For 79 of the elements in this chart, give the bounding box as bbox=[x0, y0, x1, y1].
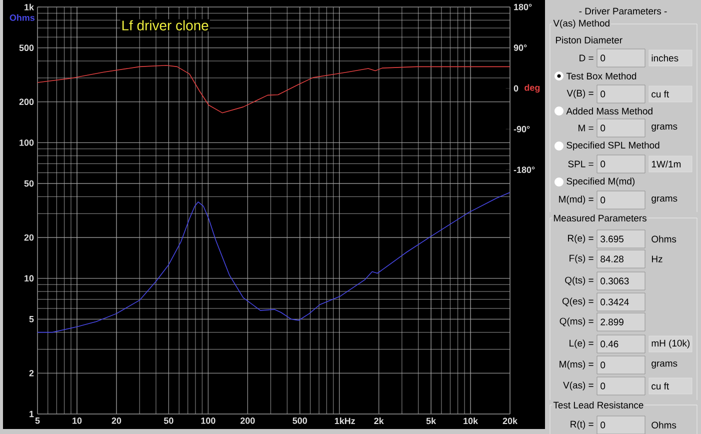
text: Added Mass Method bbox=[566, 108, 652, 114]
y-tick-label: 20 bbox=[24, 234, 34, 241]
x-tick-label: 500 bbox=[292, 418, 307, 424]
y2-tick-label: 180° bbox=[514, 4, 532, 10]
text: Test Lead Resistance bbox=[553, 402, 644, 408]
text: Specified SPL Method bbox=[566, 142, 660, 150]
text: 0 bbox=[600, 90, 606, 98]
y2-tick-label: -180° bbox=[514, 166, 535, 173]
text: 0.46 bbox=[600, 340, 618, 348]
text: 2.899 bbox=[600, 318, 624, 326]
text: Piston Diameter bbox=[556, 36, 622, 44]
text: grams bbox=[652, 124, 678, 132]
text: cu ft bbox=[652, 382, 670, 390]
x-tick-label: 20k bbox=[502, 418, 518, 424]
x-tick-label: 100 bbox=[201, 418, 216, 424]
text: Ohms bbox=[652, 236, 676, 242]
text: F(s) = bbox=[570, 254, 594, 264]
text: R(t) = bbox=[570, 420, 594, 430]
text: 0 bbox=[600, 362, 606, 368]
text: 0.3063 bbox=[600, 278, 629, 284]
y-tick-label: 200 bbox=[19, 98, 34, 106]
y-tick-label: 500 bbox=[19, 44, 34, 52]
text: 1W/1m bbox=[652, 160, 681, 168]
text: 0 bbox=[600, 160, 606, 168]
text: mH (10k) bbox=[652, 340, 690, 348]
text: M(ms) = bbox=[560, 360, 594, 370]
text: V(as) Method bbox=[553, 20, 610, 28]
y2-axis-title: deg bbox=[524, 84, 540, 93]
y-tick-label: 1 bbox=[30, 410, 34, 418]
text: M = bbox=[578, 124, 594, 132]
x-tick-label: 200 bbox=[240, 418, 255, 424]
y2-tick-label: 90° bbox=[514, 44, 527, 51]
text: - Driver Parameters - bbox=[579, 8, 667, 14]
text: cu ft bbox=[652, 90, 670, 98]
text: Measured Parameters bbox=[554, 214, 646, 222]
text: Specified M(md) bbox=[566, 178, 634, 186]
text: L(e) = bbox=[570, 340, 594, 348]
text: 0.3424 bbox=[600, 298, 629, 306]
x-tick-label: 50 bbox=[164, 418, 174, 424]
y2-tick-label: -90° bbox=[514, 126, 530, 132]
text: SPL = bbox=[568, 160, 594, 168]
text: 84.28 bbox=[600, 256, 624, 262]
y-tick-label: 2 bbox=[29, 370, 34, 376]
x-tick-label: 5 bbox=[35, 418, 40, 424]
text: D = bbox=[580, 54, 594, 62]
x-tick-label: 10 bbox=[72, 418, 82, 424]
x-tick-label: 10k bbox=[464, 418, 478, 424]
y-tick-label: 1k bbox=[24, 4, 34, 10]
text: R(e) = bbox=[568, 234, 594, 244]
y-tick-label: 10 bbox=[24, 275, 34, 282]
text: Test Box Method bbox=[566, 72, 636, 80]
y-tick-label: 100 bbox=[20, 139, 34, 146]
x-tick-label: 1k bbox=[334, 418, 344, 424]
text: grams bbox=[652, 361, 678, 369]
y2-tick-label: 0 bbox=[514, 85, 518, 92]
text: Q(ts) = bbox=[565, 276, 594, 286]
x-axis-title: Hz bbox=[344, 418, 355, 424]
y-tick-label: 50 bbox=[24, 180, 34, 187]
text: 0 bbox=[600, 124, 606, 132]
text: 0 bbox=[600, 382, 606, 390]
y-tick-label: 5 bbox=[29, 316, 34, 322]
x-tick-label: 20 bbox=[112, 418, 122, 424]
text: Q(ms) = bbox=[560, 318, 594, 326]
y-axis-title: Ohms bbox=[10, 14, 35, 21]
x-tick-label: 2k bbox=[374, 418, 384, 424]
text: 0 bbox=[600, 54, 606, 62]
text: Ohms bbox=[652, 422, 676, 428]
text: Q(es) = bbox=[562, 298, 594, 306]
x-tick-label: 5k bbox=[426, 418, 436, 424]
text: Lf driver clone bbox=[122, 20, 208, 30]
text: grams bbox=[652, 196, 678, 204]
text: Hz bbox=[652, 256, 662, 262]
text: inches bbox=[652, 54, 678, 62]
text: 0 bbox=[600, 196, 606, 204]
text: M(md) = bbox=[559, 196, 594, 204]
text: 0 bbox=[600, 422, 606, 428]
text: V(B) = bbox=[566, 90, 594, 98]
text: 3.695 bbox=[600, 236, 624, 242]
text: V(as) = bbox=[563, 382, 594, 390]
